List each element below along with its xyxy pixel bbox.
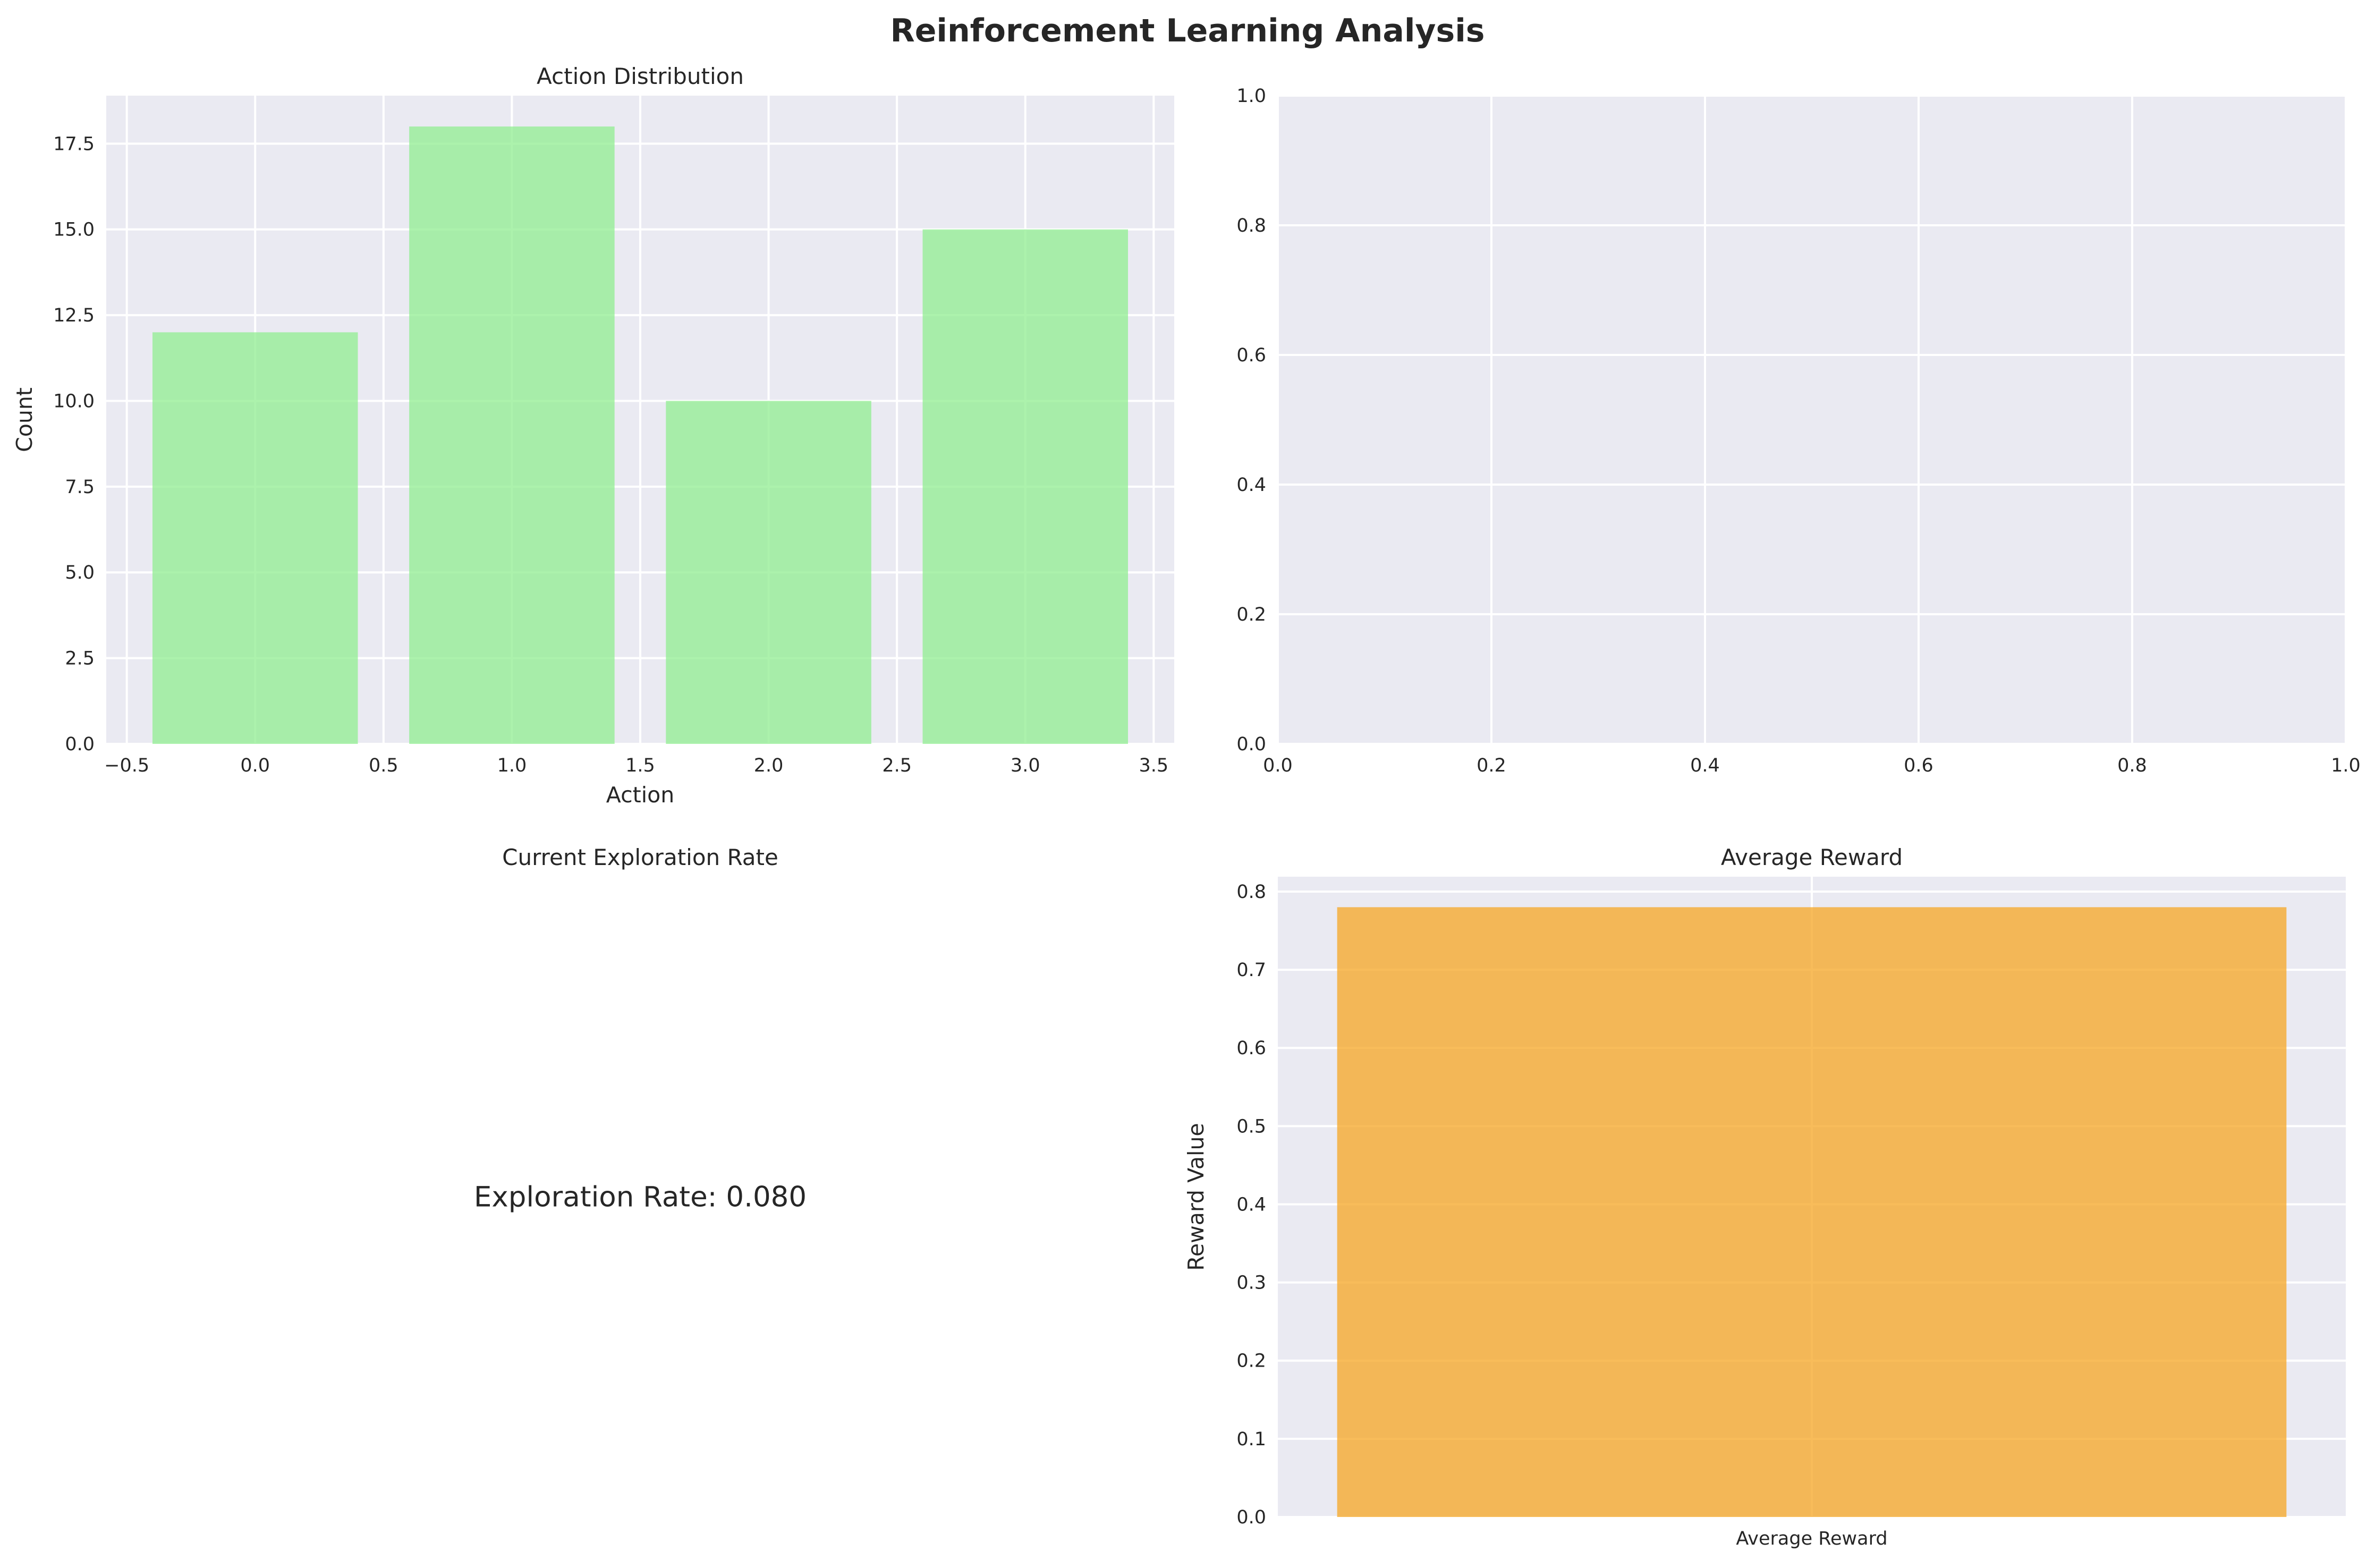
figure-title: Reinforcement Learning Analysis xyxy=(890,12,1485,49)
x-tick-label: 0.0 xyxy=(1263,755,1293,776)
y-tick-label: 0.2 xyxy=(1236,604,1266,625)
exploration-rate-panel: Current Exploration Rate Exploration Rate… xyxy=(474,844,807,1214)
y-tick-label: 1.0 xyxy=(1236,86,1266,107)
y-tick-label: 2.5 xyxy=(65,648,95,669)
x-tick-label: 1.0 xyxy=(2331,755,2361,776)
action-distribution-panel: 0.0 2.5 5.0 7.5 10.0 12.5 15.0 17.5 −0.5 0.0 0.5 1.… xyxy=(12,63,1174,808)
x-tick-label: 3.0 xyxy=(1011,755,1040,776)
plot-area xyxy=(1278,96,2346,744)
x-tick-label: 3.5 xyxy=(1139,755,1169,776)
empty-axes-panel: 0.0 0.2 0.4 0.6 0.8 1.0 0.0 0.2 0.4 0.6 0.8 1.0 xyxy=(1236,86,2361,776)
bar xyxy=(922,229,1129,744)
x-tick-label: −0.5 xyxy=(104,755,149,776)
x-tick-label: 1.5 xyxy=(625,755,655,776)
y-tick-label: 0.1 xyxy=(1236,1429,1266,1450)
y-axis-label: Count xyxy=(12,387,37,452)
x-tick-label: Average Reward xyxy=(1736,1528,1887,1549)
x-tick-label: 1.0 xyxy=(497,755,527,776)
y-tick-label: 15.0 xyxy=(53,219,95,241)
x-tick-label: 2.0 xyxy=(754,755,784,776)
bar xyxy=(1337,907,2287,1517)
y-axis-label: Reward Value xyxy=(1183,1123,1209,1270)
y-tick-label: 0.3 xyxy=(1236,1273,1266,1294)
x-tick-label: 0.0 xyxy=(240,755,270,776)
y-tick-label: 0.8 xyxy=(1236,882,1266,903)
bar xyxy=(409,126,615,744)
x-tick-label: 0.4 xyxy=(1690,755,1720,776)
x-tick-label: 0.6 xyxy=(1904,755,1933,776)
x-tick-label: 0.2 xyxy=(1477,755,1506,776)
y-tick-label: 0.7 xyxy=(1236,960,1266,981)
y-tick-label: 7.5 xyxy=(65,477,95,498)
x-tick-label: 0.5 xyxy=(369,755,398,776)
y-tick-label: 5.0 xyxy=(65,562,95,583)
y-tick-label: 0.0 xyxy=(1236,734,1266,755)
x-tick-label: 0.8 xyxy=(2117,755,2147,776)
y-tick-label: 0.2 xyxy=(1236,1351,1266,1372)
panel-title: Current Exploration Rate xyxy=(502,844,778,870)
x-tick-label: 2.5 xyxy=(882,755,912,776)
y-tick-label: 0.0 xyxy=(65,734,95,755)
exploration-rate-text: Exploration Rate: 0.080 xyxy=(474,1181,807,1214)
panel-title: Average Reward xyxy=(1721,844,1903,870)
bar xyxy=(152,332,358,744)
y-tick-label: 10.0 xyxy=(53,391,95,412)
y-tick-label: 0.6 xyxy=(1236,345,1266,366)
bar xyxy=(666,401,871,744)
panel-title: Action Distribution xyxy=(537,63,744,89)
y-tick-label: 0.5 xyxy=(1236,1116,1266,1137)
x-axis-label: Action xyxy=(606,782,674,808)
y-tick-label: 17.5 xyxy=(53,133,95,155)
y-tick-label: 12.5 xyxy=(53,305,95,326)
y-tick-label: 0.8 xyxy=(1236,215,1266,236)
y-tick-label: 0.6 xyxy=(1236,1038,1266,1059)
y-tick-label: 0.4 xyxy=(1236,474,1266,496)
y-tick-label: 0.0 xyxy=(1236,1507,1266,1528)
average-reward-panel: 0.0 0.1 0.2 0.3 0.4 0.5 0.6 0.7 0.8 Average Rewar… xyxy=(1183,844,2346,1549)
y-tick-label: 0.4 xyxy=(1236,1194,1266,1215)
